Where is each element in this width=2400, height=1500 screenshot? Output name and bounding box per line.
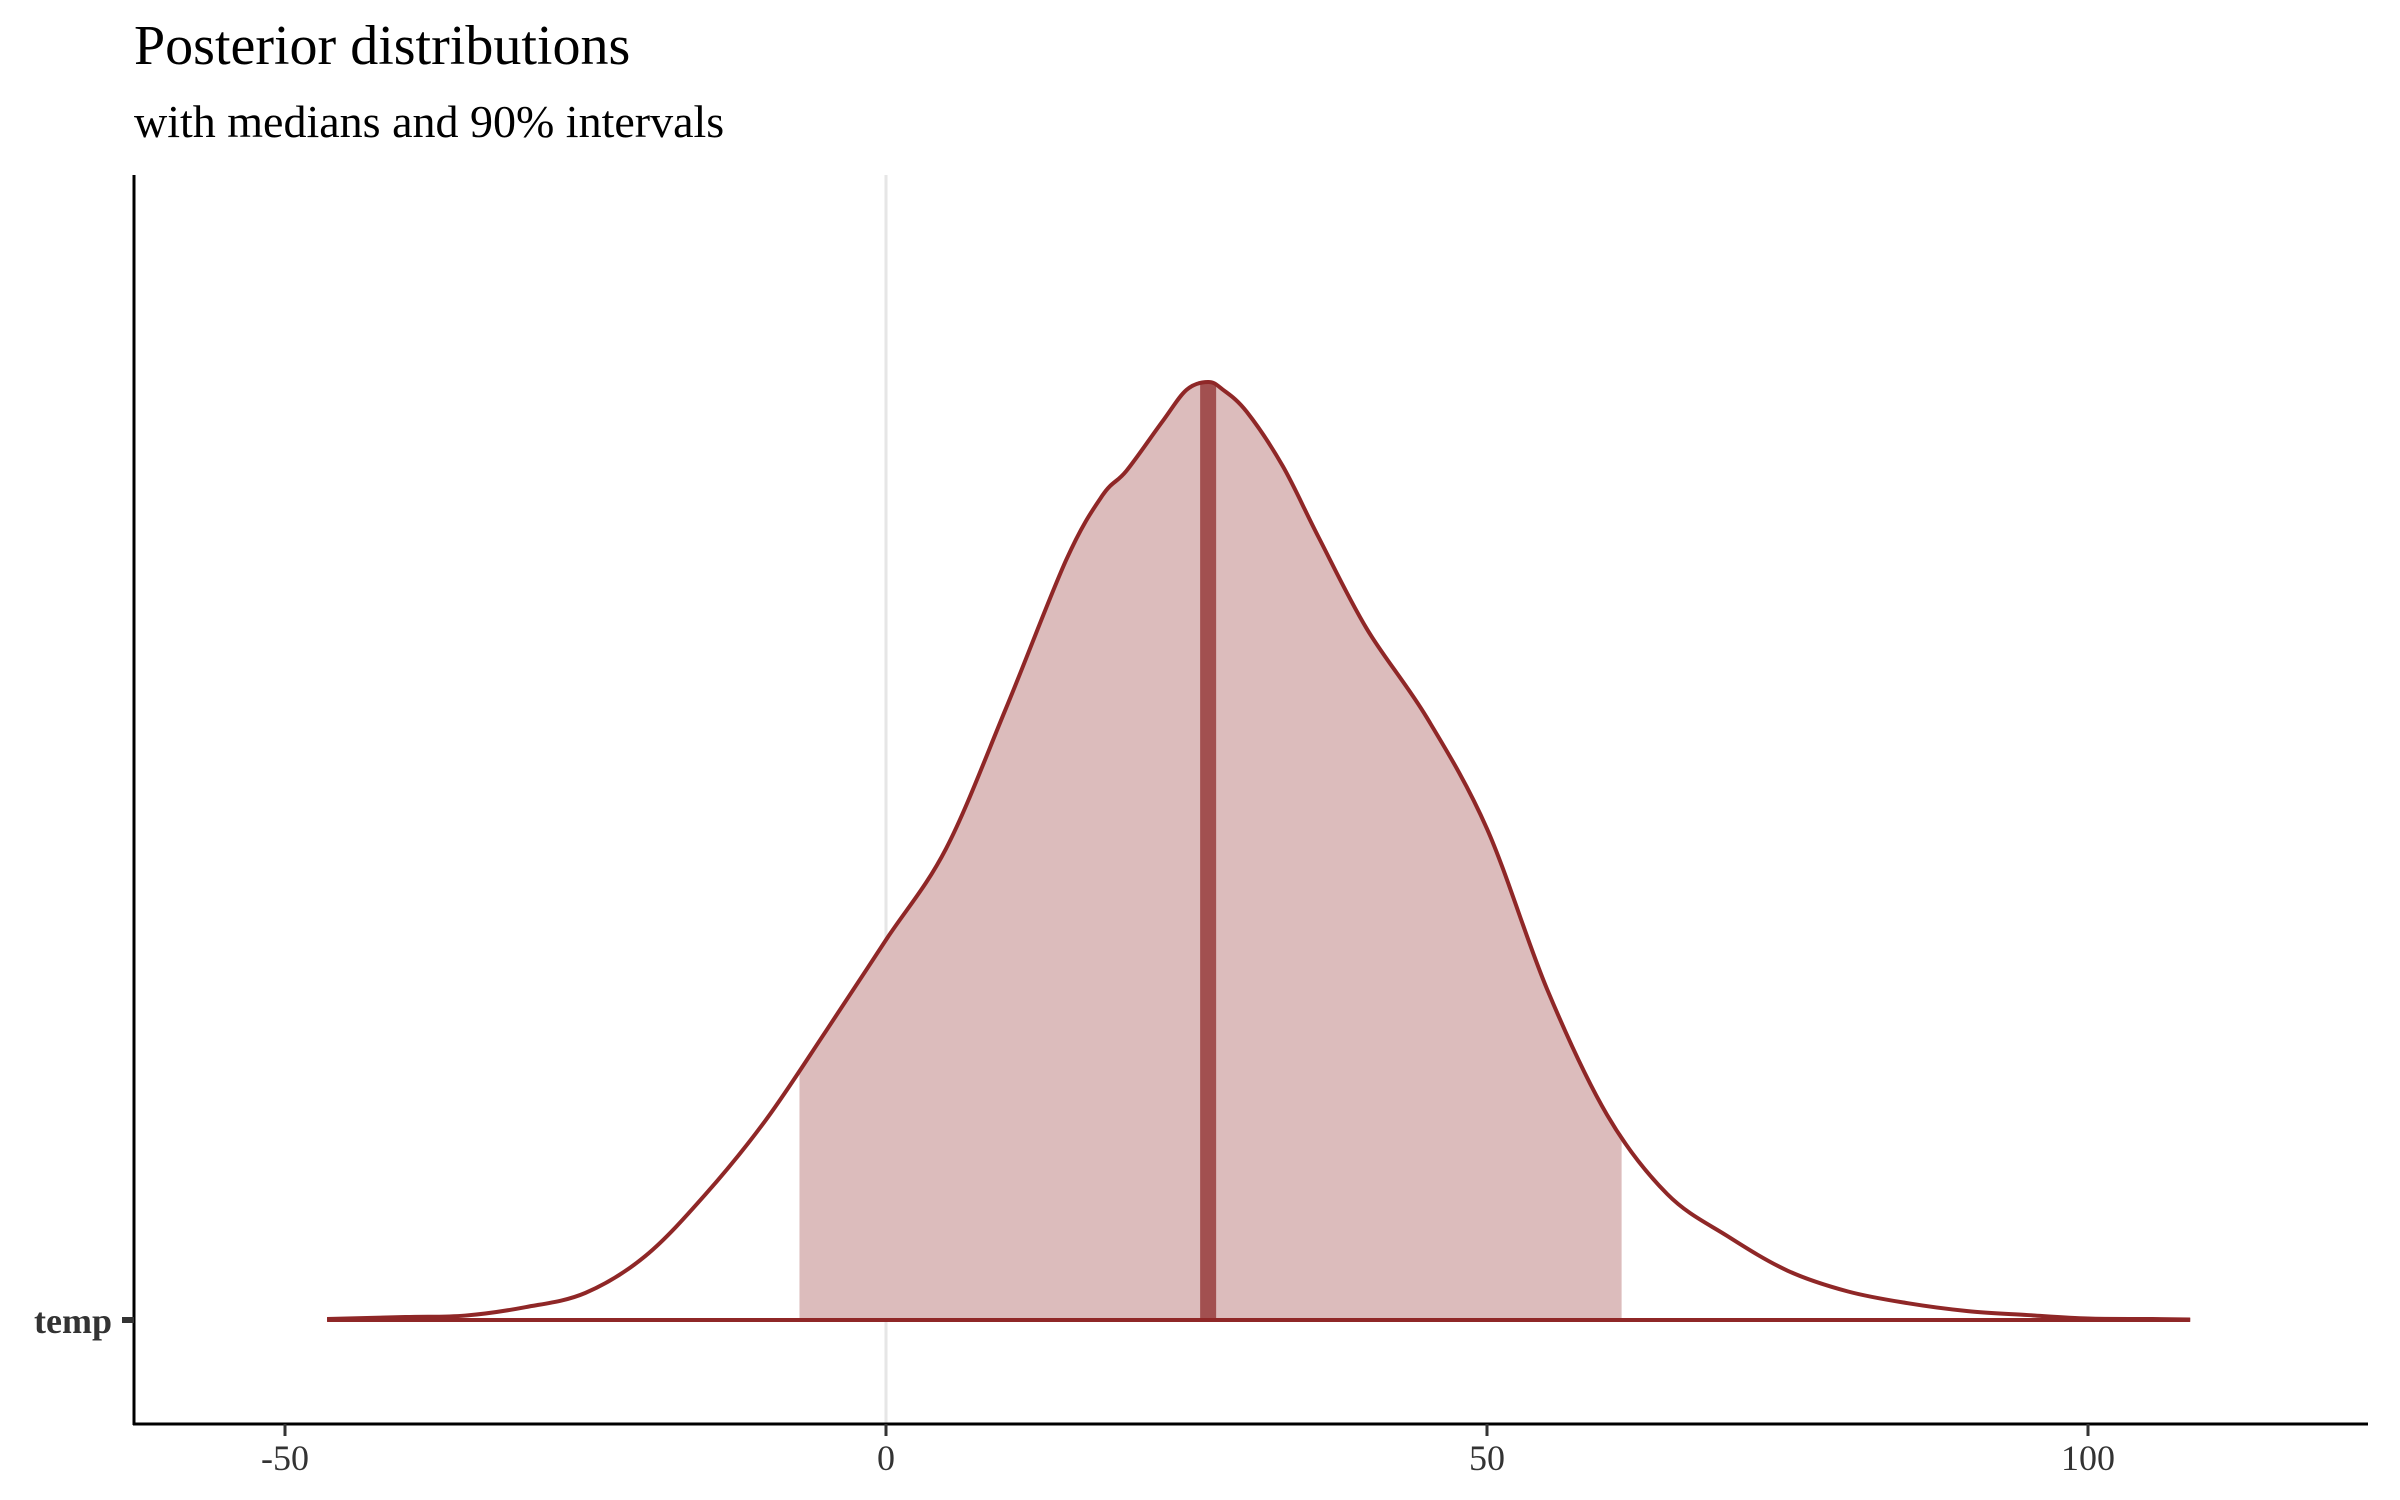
density-curve	[327, 379, 2191, 1322]
x-tick-label: 50	[1469, 1438, 1505, 1478]
median-line	[1200, 382, 1217, 1320]
x-tick-label: -50	[261, 1438, 309, 1478]
plot-area	[327, 175, 2191, 1424]
x-tick-label: 100	[2061, 1438, 2115, 1478]
x-tick-label: 0	[877, 1438, 895, 1478]
chart-title: Posterior distributions	[134, 15, 630, 77]
axes: -50 0 50 100 temp	[34, 175, 2368, 1478]
chart-subtitle: with medians and 90% intervals	[134, 96, 724, 147]
y-tick-label: temp	[34, 1301, 112, 1341]
